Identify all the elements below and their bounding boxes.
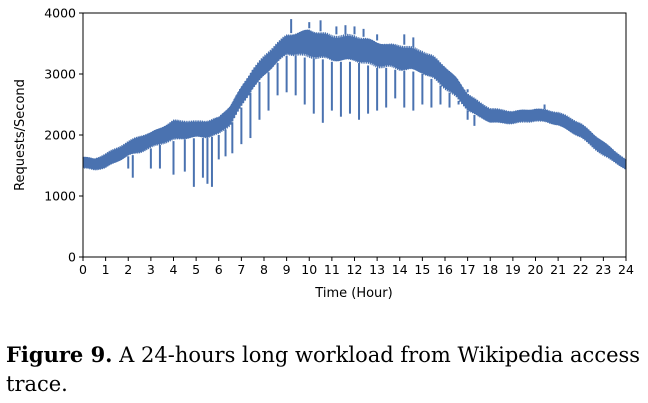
y-axis-label: Requests/Second	[13, 79, 28, 191]
x-tick-label: 10	[301, 262, 317, 277]
x-tick-label: 1	[102, 262, 110, 277]
x-tick-label: 19	[505, 262, 521, 277]
figure-caption-text: A 24-hours long workload from Wikipedia …	[6, 343, 641, 396]
x-tick-label: 15	[414, 262, 430, 277]
y-tick-label: 3000	[44, 67, 76, 82]
x-tick-label: 5	[192, 262, 200, 277]
x-tick-label: 4	[170, 262, 178, 277]
series-trace	[82, 29, 627, 171]
x-tick-label: 23	[595, 262, 611, 277]
x-tick-label: 20	[528, 262, 544, 277]
x-tick-label: 7	[237, 262, 245, 277]
x-tick-label: 6	[215, 262, 223, 277]
series-line	[82, 19, 627, 187]
axes: 0 1 2 3 4 5 6 7 8 9 10 11 12 13 14 15 16 17 18 19 20 21 22 23 24…	[44, 6, 634, 278]
y-tick-label: 1000	[44, 189, 76, 204]
x-tick-label: 2	[124, 262, 132, 277]
x-tick-label: 11	[324, 262, 340, 277]
x-tick-label: 21	[550, 262, 566, 277]
x-tick-label: 24	[618, 262, 634, 277]
x-tick-label: 12	[347, 262, 363, 277]
x-tick-label: 16	[437, 262, 453, 277]
y-tick-label: 2000	[44, 128, 76, 143]
x-tick-label: 22	[573, 262, 589, 277]
x-tick-label: 8	[260, 262, 268, 277]
figure-label: Figure 9.	[6, 342, 113, 367]
x-axis-label: Time (Hour)	[314, 286, 392, 301]
x-tick-label: 17	[460, 262, 476, 277]
y-tick-label: 4000	[44, 6, 76, 21]
chart: 0 1 2 3 4 5 6 7 8 9 10 11 12 13 14 15 16 17 18 19 20 21 22 23 24…	[13, 6, 634, 302]
x-tick-label: 0	[79, 262, 87, 277]
x-tick-label: 13	[369, 262, 385, 277]
x-tick-label: 18	[482, 262, 498, 277]
x-tick-label: 14	[392, 262, 408, 277]
y-tick-label: 0	[68, 250, 76, 265]
figure-caption: Figure 9. A 24-hours long workload from …	[6, 340, 642, 399]
x-tick-label: 3	[147, 262, 155, 277]
x-tick-label: 9	[283, 262, 291, 277]
